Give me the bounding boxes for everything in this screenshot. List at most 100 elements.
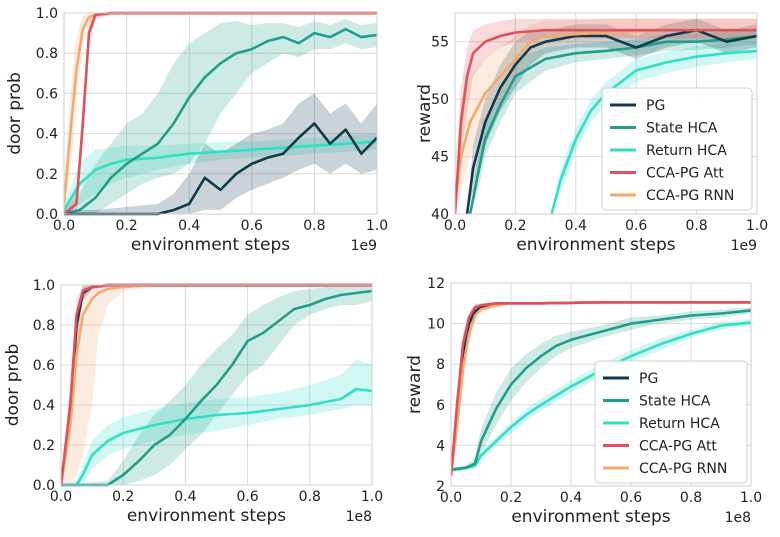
legend-label-cca-pg-rnn: CCA-PG RNN xyxy=(646,188,734,204)
x-scale-label: 1e9 xyxy=(731,238,757,254)
x-tick-label: 0.0 xyxy=(50,489,72,505)
y-tick-label: 0.6 xyxy=(33,358,55,374)
y-tick-label: 1.0 xyxy=(36,6,58,22)
series-group xyxy=(455,18,757,215)
y-tick-label: 0.2 xyxy=(33,438,55,454)
x-axis-label: environment steps xyxy=(511,507,670,527)
legend-label-pg: PG xyxy=(639,371,658,387)
line-cca-pg-rnn xyxy=(455,28,757,203)
panel-1: 0.0 0.2 0.4 0.6 0.8 1.0 0.0 0.2 0.4 0.6 0.8 1.0 envi… xyxy=(5,6,388,255)
x-tick-label: 1.0 xyxy=(366,218,388,234)
band-state-hca xyxy=(64,19,377,214)
legend-label-return-hca: Return HCA xyxy=(639,416,720,432)
y-tick-label: 0.8 xyxy=(33,318,55,334)
x-tick-label: 0.0 xyxy=(53,218,75,234)
y-tick-label: 10 xyxy=(427,317,445,333)
legend-label-cca-pg-rnn: CCA-PG RNN xyxy=(639,461,727,477)
x-tick-label: 0.4 xyxy=(565,218,587,234)
line-state-hca xyxy=(64,27,377,216)
x-axis-label: environment steps xyxy=(127,506,286,526)
y-axis-label: door prob xyxy=(3,344,23,427)
plot-frame xyxy=(450,282,752,487)
line-return-hca xyxy=(451,321,751,472)
band-cca-pg-rnn xyxy=(61,285,372,485)
x-tick-label: 0.2 xyxy=(115,218,137,234)
series-group xyxy=(451,300,751,480)
x-tick-label: 0.6 xyxy=(625,218,647,234)
legend-box xyxy=(601,87,753,211)
y-tick-label: 0.4 xyxy=(33,398,55,414)
x-tick-label: 0.8 xyxy=(680,490,702,506)
x-tick-label: 0.0 xyxy=(440,490,462,506)
y-tick-label: 0.2 xyxy=(36,167,58,183)
plot-frame xyxy=(60,284,373,486)
series-group xyxy=(61,283,372,487)
x-tick-label: 0.6 xyxy=(236,489,258,505)
x-tick-label: 0.2 xyxy=(504,218,526,234)
x-tick-label: 0.6 xyxy=(620,490,642,506)
x-tick-label: 0.2 xyxy=(500,490,522,506)
x-tick-label: 0.4 xyxy=(560,490,582,506)
line-return-hca xyxy=(64,140,377,211)
x-tick-label: 0.8 xyxy=(685,218,707,234)
legend-label-state-hca: State HCA xyxy=(639,394,711,410)
x-tick-label: 0.4 xyxy=(174,489,196,505)
panel-3: 0.0 0.2 0.4 0.6 0.8 1.0 0.0 0.2 0.4 0.6 0.8 1.0 envi… xyxy=(3,278,383,526)
x-tick-label: 0.2 xyxy=(112,489,134,505)
x-tick-label: 1.0 xyxy=(746,218,768,234)
y-tick-label: 0.0 xyxy=(33,478,55,494)
y-tick-label: 4 xyxy=(436,438,445,454)
y-tick-label: 0.8 xyxy=(36,46,58,62)
y-tick-label: 0.0 xyxy=(36,207,58,223)
x-tick-label: 0.8 xyxy=(303,218,325,234)
band-return-hca xyxy=(61,359,372,485)
y-axis-label: reward xyxy=(415,84,435,143)
x-scale-label: 1e8 xyxy=(346,509,372,525)
y-tick-label: 55 xyxy=(431,35,449,51)
plot-frame xyxy=(63,12,378,215)
band-state-hca xyxy=(470,27,757,215)
y-tick-label: 45 xyxy=(431,150,449,166)
y-tick-label: 40 xyxy=(431,207,449,223)
x-tick-label: 0.6 xyxy=(241,218,263,234)
y-tick-label: 0.4 xyxy=(36,127,58,143)
line-pg xyxy=(64,122,377,216)
panel-2: 0.0 0.2 0.4 0.6 0.8 1.0 40 45 50 55 environment st… xyxy=(415,12,768,255)
band-state-hca xyxy=(451,307,751,472)
plot-area xyxy=(64,13,377,214)
line-cca-pg-att xyxy=(451,300,751,477)
x-tick-label: 0.0 xyxy=(444,218,466,234)
x-scale-label: 1e8 xyxy=(725,510,751,526)
x-tick-label: 0.8 xyxy=(299,489,321,505)
legend: PG State HCA Return HCA CCA-PG Att CCA-PG RN… xyxy=(594,360,748,484)
y-tick-label: 1.0 xyxy=(33,278,55,294)
legend-box xyxy=(594,360,748,484)
line-return-hca xyxy=(550,49,757,215)
x-scale-label: 1e9 xyxy=(351,238,377,254)
y-tick-label: 6 xyxy=(436,398,445,414)
x-tick-label: 1.0 xyxy=(740,490,762,506)
line-cca-pg-att xyxy=(455,28,757,215)
y-axis-label: reward xyxy=(405,355,425,414)
legend-label-return-hca: Return HCA xyxy=(646,143,727,159)
legend-label-state-hca: State HCA xyxy=(646,121,718,137)
line-state-hca xyxy=(468,34,757,215)
line-state-hca xyxy=(61,289,372,487)
plot-frame xyxy=(454,12,758,215)
band-pg xyxy=(64,93,377,214)
band-return-hca xyxy=(551,41,757,215)
y-tick-label: 2 xyxy=(436,479,445,495)
legend: PG State HCA Return HCA CCA-PG Att CCA-PG RN… xyxy=(601,87,753,211)
y-axis-label: door prob xyxy=(5,72,25,155)
y-tick-label: 50 xyxy=(431,92,449,108)
x-tick-label: 1.0 xyxy=(361,489,383,505)
legend-label-cca-pg-att: CCA-PG Att xyxy=(639,439,717,455)
x-axis-label: environment steps xyxy=(516,235,675,255)
x-axis-label: environment steps xyxy=(131,235,290,255)
y-tick-label: 8 xyxy=(436,357,445,373)
legend-label-pg: PG xyxy=(646,98,665,114)
line-state-hca xyxy=(451,309,751,472)
panel-4: 0.0 0.2 0.4 0.6 0.8 1.0 2 4 6 8 10 12 environment st… xyxy=(405,276,762,527)
legend-label-cca-pg-att: CCA-PG Att xyxy=(646,166,724,182)
